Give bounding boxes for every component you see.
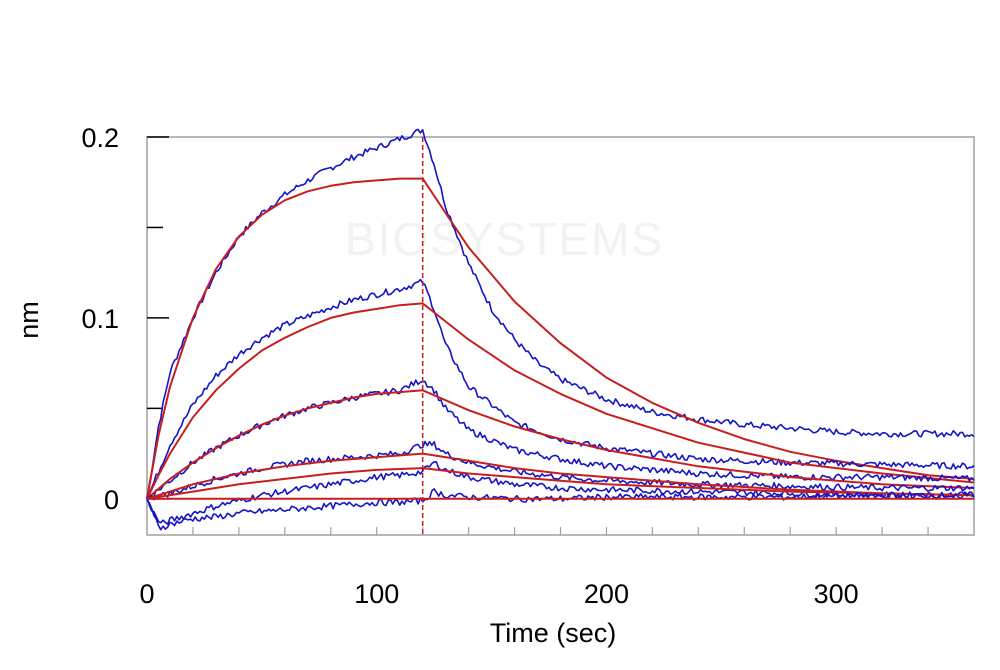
watermark: BIOSYSTEMS (345, 213, 664, 265)
raw-trace-8 (146, 461, 975, 525)
fit-curve-5 (146, 389, 975, 500)
x-tick-label: 300 (814, 579, 859, 609)
fit-curve-9 (146, 467, 975, 500)
x-tick-label: 100 (354, 579, 399, 609)
x-tick-label: 0 (139, 579, 154, 609)
raw-trace-2 (146, 278, 975, 501)
x-tick-label: 200 (584, 579, 629, 609)
y-tick-label: 0.2 (81, 123, 119, 153)
raw-trace-4 (146, 379, 975, 500)
axis-ticks: 0 100 200 300 0 0.1 0.2 (81, 123, 929, 609)
y-tick-label: 0 (104, 485, 119, 515)
raw-trace-6 (146, 440, 975, 502)
fit-curve-7 (146, 452, 975, 500)
y-axis-label: nm (14, 301, 44, 339)
y-tick-label: 0.1 (81, 304, 119, 334)
x-axis-label: Time (sec) (490, 618, 617, 648)
plot-frame (146, 136, 975, 536)
fit-curve-3 (146, 302, 975, 500)
series-lines (146, 128, 975, 531)
raw-trace-0 (146, 128, 975, 500)
raw-trace-10 (146, 488, 975, 531)
